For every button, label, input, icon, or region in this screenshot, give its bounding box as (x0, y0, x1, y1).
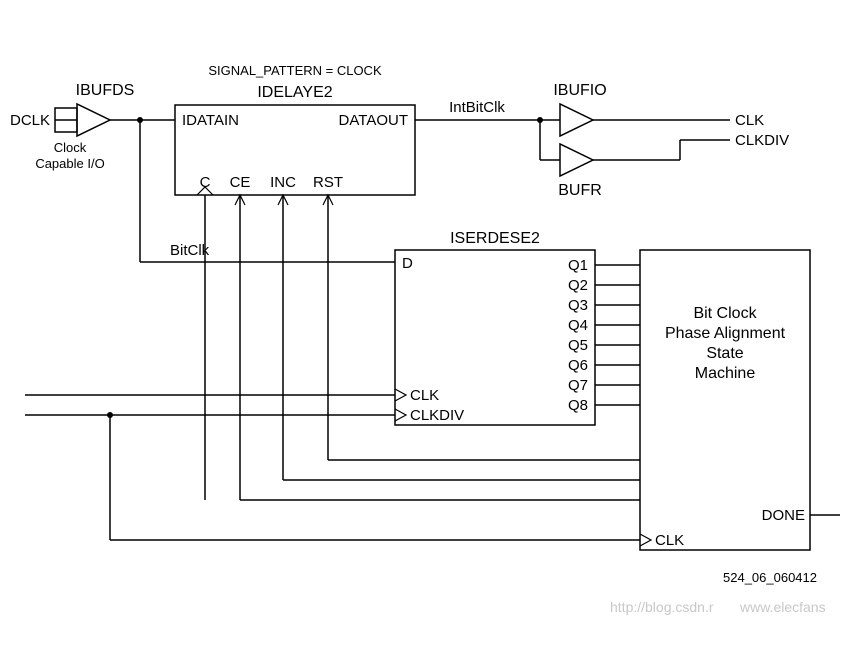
idelaye2-rst: RST (313, 174, 343, 191)
q6: Q6 (568, 357, 588, 374)
q5: Q5 (568, 337, 588, 354)
fsm-block: Bit Clock Phase Alignment State Machine … (640, 250, 840, 550)
fsm-done: DONE (762, 507, 805, 524)
idelaye2-c: C (200, 174, 211, 191)
intbitclk-label: IntBitClk (449, 99, 505, 116)
bufr-icon (560, 144, 593, 176)
ibufds-sub2: Capable I/O (35, 156, 104, 171)
watermark-2: www.elecfans (739, 599, 826, 615)
iserdese2-d: D (402, 255, 413, 272)
clk-out-label: CLK (735, 112, 764, 129)
ibufds-sub1: Clock (54, 140, 87, 155)
iserdese2-title: ISERDESE2 (450, 230, 540, 247)
fsm-rect (640, 250, 810, 550)
idelaye2-inc: INC (270, 174, 296, 191)
bufr-label: BUFR (558, 182, 602, 199)
ibufds-label: IBUFDS (76, 82, 135, 99)
ibufio-group: IBUFIO CLK (553, 82, 764, 136)
fsm-clk-tri (640, 534, 651, 546)
iserdese2-clkdiv: CLKDIV (410, 407, 464, 424)
dclk-label: DCLK (10, 112, 50, 129)
q7: Q7 (568, 377, 588, 394)
diagram-canvas: IBUFDS DCLK Clock Capable I/O SIGNAL_PAT… (0, 0, 859, 648)
ibufds-buffer-icon (77, 104, 110, 136)
q3: Q3 (568, 297, 588, 314)
clkdiv-out-label: CLKDIV (735, 132, 789, 149)
idelaye2-title: IDELAYE2 (257, 84, 332, 101)
fsm-t2: Phase Alignment (665, 325, 786, 342)
ibufio-icon (560, 104, 593, 136)
ibufds-group: IBUFDS DCLK Clock Capable I/O (10, 82, 134, 171)
bufr-group: BUFR CLKDIV (558, 132, 789, 199)
iserdese2-clkdiv-tri (395, 409, 406, 421)
iserdese2-clk-tri (395, 389, 406, 401)
fsm-clk: CLK (655, 532, 684, 549)
q2: Q2 (568, 277, 588, 294)
iserdese2-block: ISERDESE2 D CLK CLKDIV Q1 Q2 Q3 Q4 Q5 Q6… (395, 230, 595, 425)
idelaye2-ce: CE (230, 174, 251, 191)
watermark-1: http://blog.csdn.r (610, 599, 714, 615)
bitclk-label: BitClk (170, 242, 210, 259)
q8: Q8 (568, 397, 588, 414)
idelaye2-idatain: IDATAIN (182, 112, 239, 129)
idelaye2-above: SIGNAL_PATTERN = CLOCK (208, 63, 382, 78)
idelaye2-dataout: DATAOUT (339, 112, 408, 129)
ibufio-label: IBUFIO (553, 82, 606, 99)
idelaye2-block: SIGNAL_PATTERN = CLOCK IDELAYE2 IDATAIN … (175, 63, 415, 195)
q4: Q4 (568, 317, 588, 334)
fsm-t3: State (706, 345, 743, 362)
iserdese2-clk: CLK (410, 387, 439, 404)
fsm-t4: Machine (695, 365, 756, 382)
footer-code: 524_06_060412 (723, 570, 817, 585)
q1: Q1 (568, 257, 588, 274)
fsm-t1: Bit Clock (693, 305, 757, 322)
